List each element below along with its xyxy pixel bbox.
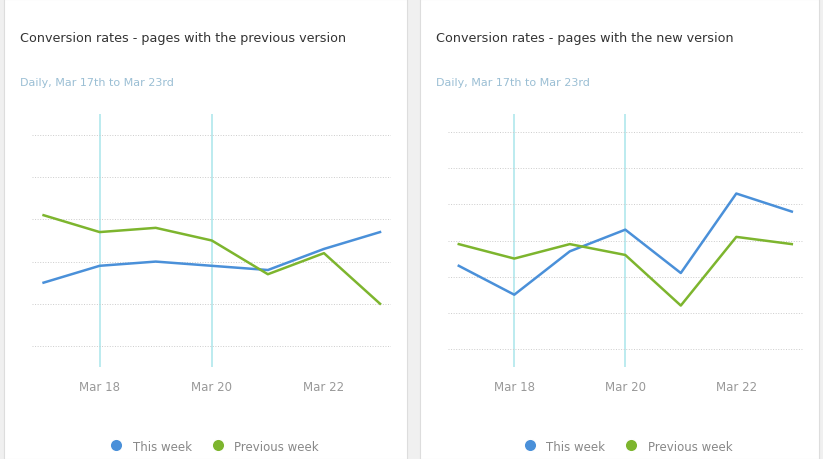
- Text: Conversion rates - pages with the new version: Conversion rates - pages with the new ve…: [435, 32, 733, 45]
- Text: Daily, Mar 17th to Mar 23rd: Daily, Mar 17th to Mar 23rd: [435, 78, 589, 88]
- Text: Conversion rates - pages with the previous version: Conversion rates - pages with the previo…: [21, 32, 346, 45]
- Legend: This week, Previous week: This week, Previous week: [514, 435, 737, 457]
- Text: Daily, Mar 17th to Mar 23rd: Daily, Mar 17th to Mar 23rd: [21, 78, 174, 88]
- Legend: This week, Previous week: This week, Previous week: [100, 435, 323, 457]
